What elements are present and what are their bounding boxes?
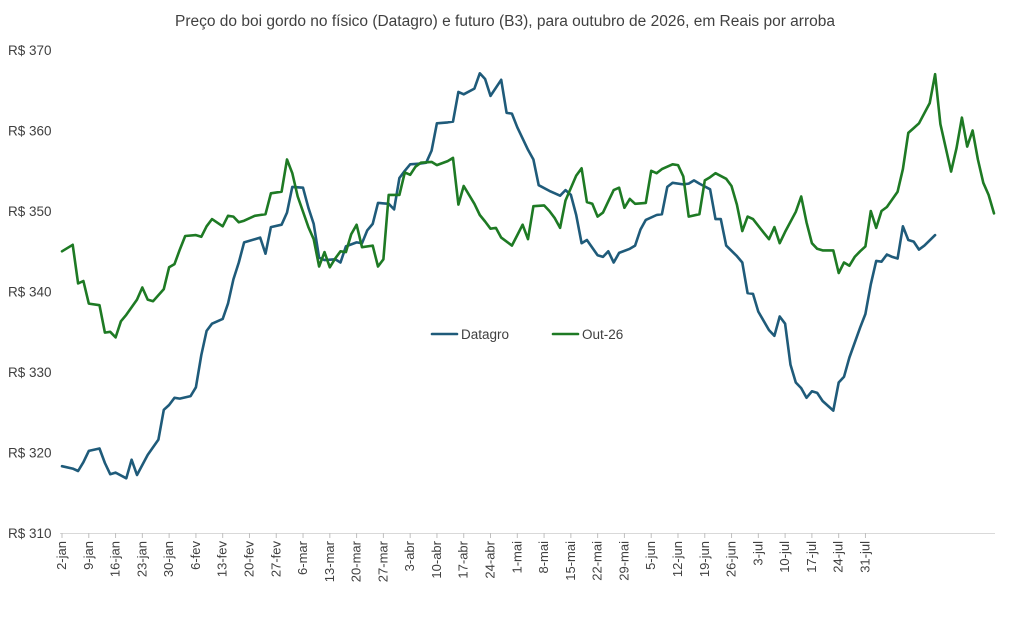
x-tick-label: 9-jan [81,541,96,570]
legend-label: Datagro [461,327,509,342]
series-line-datagro [60,72,937,480]
x-tick-label: 12-jun [670,541,685,577]
chart-title: Preço do boi gordo no físico (Datagro) e… [175,13,835,30]
x-tick-label: 17-abr [456,540,471,578]
legend-label: Out-26 [582,327,623,342]
x-tick-label: 10-abr [429,540,444,578]
x-tick-label: 22-mai [590,541,605,581]
x-tick-label: 6-fev [188,541,203,570]
series-line-out-26 [60,72,996,339]
x-tick-label: 26-jun [724,541,739,577]
x-tick-label: 13-mar [322,540,337,582]
y-tick-label: R$ 360 [8,124,52,139]
x-tick-label: 23-jan [134,541,149,577]
y-tick-label: R$ 330 [8,365,52,380]
x-axis: 2-jan 9-jan 16-jan 23-jan 30-jan 6-fev 13-fev 2… [54,533,872,582]
y-tick-label: R$ 340 [8,285,52,300]
x-tick-label: 29-mai [616,541,631,581]
x-tick-label: 27-mar [375,540,390,582]
x-tick-label: 24-abr [483,540,498,578]
x-tick-label: 2-jan [54,541,69,570]
x-tick-label: 8-mai [536,541,551,574]
x-tick-label: 30-jan [161,541,176,577]
y-tick-label: R$ 350 [8,204,52,219]
y-tick-label: R$ 370 [8,43,52,58]
x-tick-label: 3-jul [750,541,765,566]
x-tick-label: 16-jan [108,541,123,577]
x-tick-label: 13-fev [215,541,230,578]
y-tick-label: R$ 310 [8,526,52,541]
x-tick-label: 19-jun [697,541,712,577]
x-tick-label: 15-mai [563,541,578,581]
x-tick-label: 5-jun [643,541,658,570]
x-tick-label: 17-jul [804,541,819,573]
x-tick-label: 10-jul [777,541,792,573]
y-axis: R$ 370 R$ 360 R$ 350 R$ 340 R$ 330 R$ 320 R$ 3… [8,43,52,541]
x-tick-label: 6-mar [295,540,310,575]
y-tick-label: R$ 320 [8,446,52,461]
x-tick-label: 27-fev [268,541,283,578]
x-tick-label: 20-fev [241,541,256,578]
x-tick-label: 24-jul [831,541,846,573]
x-tick-label: 20-mar [349,540,364,582]
plot-area [60,72,996,480]
legend: Datagro Out-26 [430,327,623,342]
x-tick-label: 3-abr [402,540,417,571]
x-tick-label: 1-mai [509,541,524,574]
x-tick-label: 31-jul [857,541,872,573]
